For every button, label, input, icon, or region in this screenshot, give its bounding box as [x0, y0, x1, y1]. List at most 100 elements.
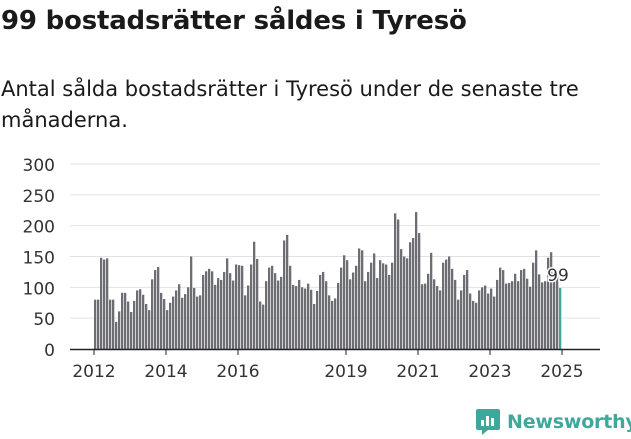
bar: [391, 262, 394, 349]
bar: [457, 299, 460, 349]
bar: [184, 294, 187, 349]
bar: [229, 273, 232, 349]
bar: [541, 282, 544, 349]
bar: [109, 299, 112, 349]
bar: [484, 285, 487, 349]
bar: [532, 262, 535, 349]
bar: [292, 284, 295, 349]
bar: [160, 292, 163, 349]
bar: [289, 265, 292, 349]
bar: [148, 310, 151, 349]
bar: [508, 283, 511, 349]
bar: [304, 288, 307, 349]
bar: [211, 271, 214, 349]
bar: [352, 272, 355, 349]
bar: [154, 270, 157, 349]
bar: [118, 311, 121, 349]
bar: [469, 293, 472, 349]
bar: [493, 296, 496, 349]
bar: [487, 293, 490, 349]
bar: [259, 301, 262, 349]
x-axis: 2012 2014 2016 2019 2021 2023 2025: [70, 348, 600, 382]
bar: [271, 265, 274, 349]
bar: [316, 291, 319, 349]
bar: [400, 249, 403, 349]
bar: [106, 258, 109, 349]
bar: [172, 296, 175, 349]
bar: [199, 295, 202, 349]
bar: [100, 257, 103, 349]
bar: [250, 264, 253, 349]
bar: [205, 271, 208, 349]
bar: [427, 273, 430, 349]
bar: [361, 250, 364, 349]
bar-highlight: [559, 287, 562, 349]
bar: [127, 301, 130, 349]
bar: [190, 256, 193, 349]
y-tick-label: 0: [44, 341, 55, 361]
bar: [454, 279, 457, 349]
bar: [421, 284, 424, 349]
bar: [382, 263, 385, 349]
bar: [553, 274, 556, 349]
bar: [436, 286, 439, 349]
x-tick-label: 2025: [540, 362, 583, 382]
bar: [349, 279, 352, 349]
bar: [481, 287, 484, 349]
bar: [406, 258, 409, 349]
bar: [262, 304, 265, 349]
bar: [169, 302, 172, 349]
bar: [412, 238, 415, 349]
bar: [307, 283, 310, 349]
bar: [130, 312, 133, 349]
bar: [478, 290, 481, 349]
bar: [514, 273, 517, 349]
x-tick-label: 2023: [468, 362, 511, 382]
bar: [241, 265, 244, 349]
bar: [355, 265, 358, 349]
bar: [235, 264, 238, 349]
bar: [331, 300, 334, 349]
bar: [385, 264, 388, 349]
x-tick-label: 2012: [72, 362, 115, 382]
bar: [232, 280, 235, 349]
bar: [334, 298, 337, 349]
bar: [178, 284, 181, 349]
bar: [430, 252, 433, 349]
bar: [121, 292, 124, 349]
bar: [220, 279, 223, 349]
bar: [238, 265, 241, 349]
chart-bubble-icon: [476, 409, 500, 435]
page-subtitle: Antal sålda bostadsrätter i Tyresö under…: [1, 77, 579, 132]
bar: [394, 213, 397, 349]
bar: [280, 276, 283, 349]
bar: [523, 268, 526, 349]
bar: [529, 286, 532, 349]
bar: [346, 260, 349, 349]
bar: [496, 279, 499, 349]
bar: [460, 290, 463, 349]
bar: [151, 279, 154, 349]
bar: [499, 267, 502, 349]
bar: [550, 252, 553, 349]
bar: [445, 259, 448, 349]
bar: [301, 287, 304, 349]
bar: [526, 278, 529, 349]
bar: [187, 287, 190, 349]
bar: [358, 248, 361, 349]
bar: [103, 259, 106, 349]
bar: [325, 281, 328, 349]
bar: [502, 270, 505, 349]
bar: [265, 281, 268, 349]
bar: [115, 321, 118, 349]
bar: [535, 250, 538, 349]
bar: [328, 295, 331, 349]
bar: [163, 299, 166, 349]
bar: [517, 281, 520, 349]
bar: [166, 310, 169, 349]
bar: [370, 262, 373, 349]
bar: [286, 234, 289, 349]
bar: [466, 270, 469, 349]
bar: [274, 273, 277, 349]
bar: [547, 257, 550, 349]
